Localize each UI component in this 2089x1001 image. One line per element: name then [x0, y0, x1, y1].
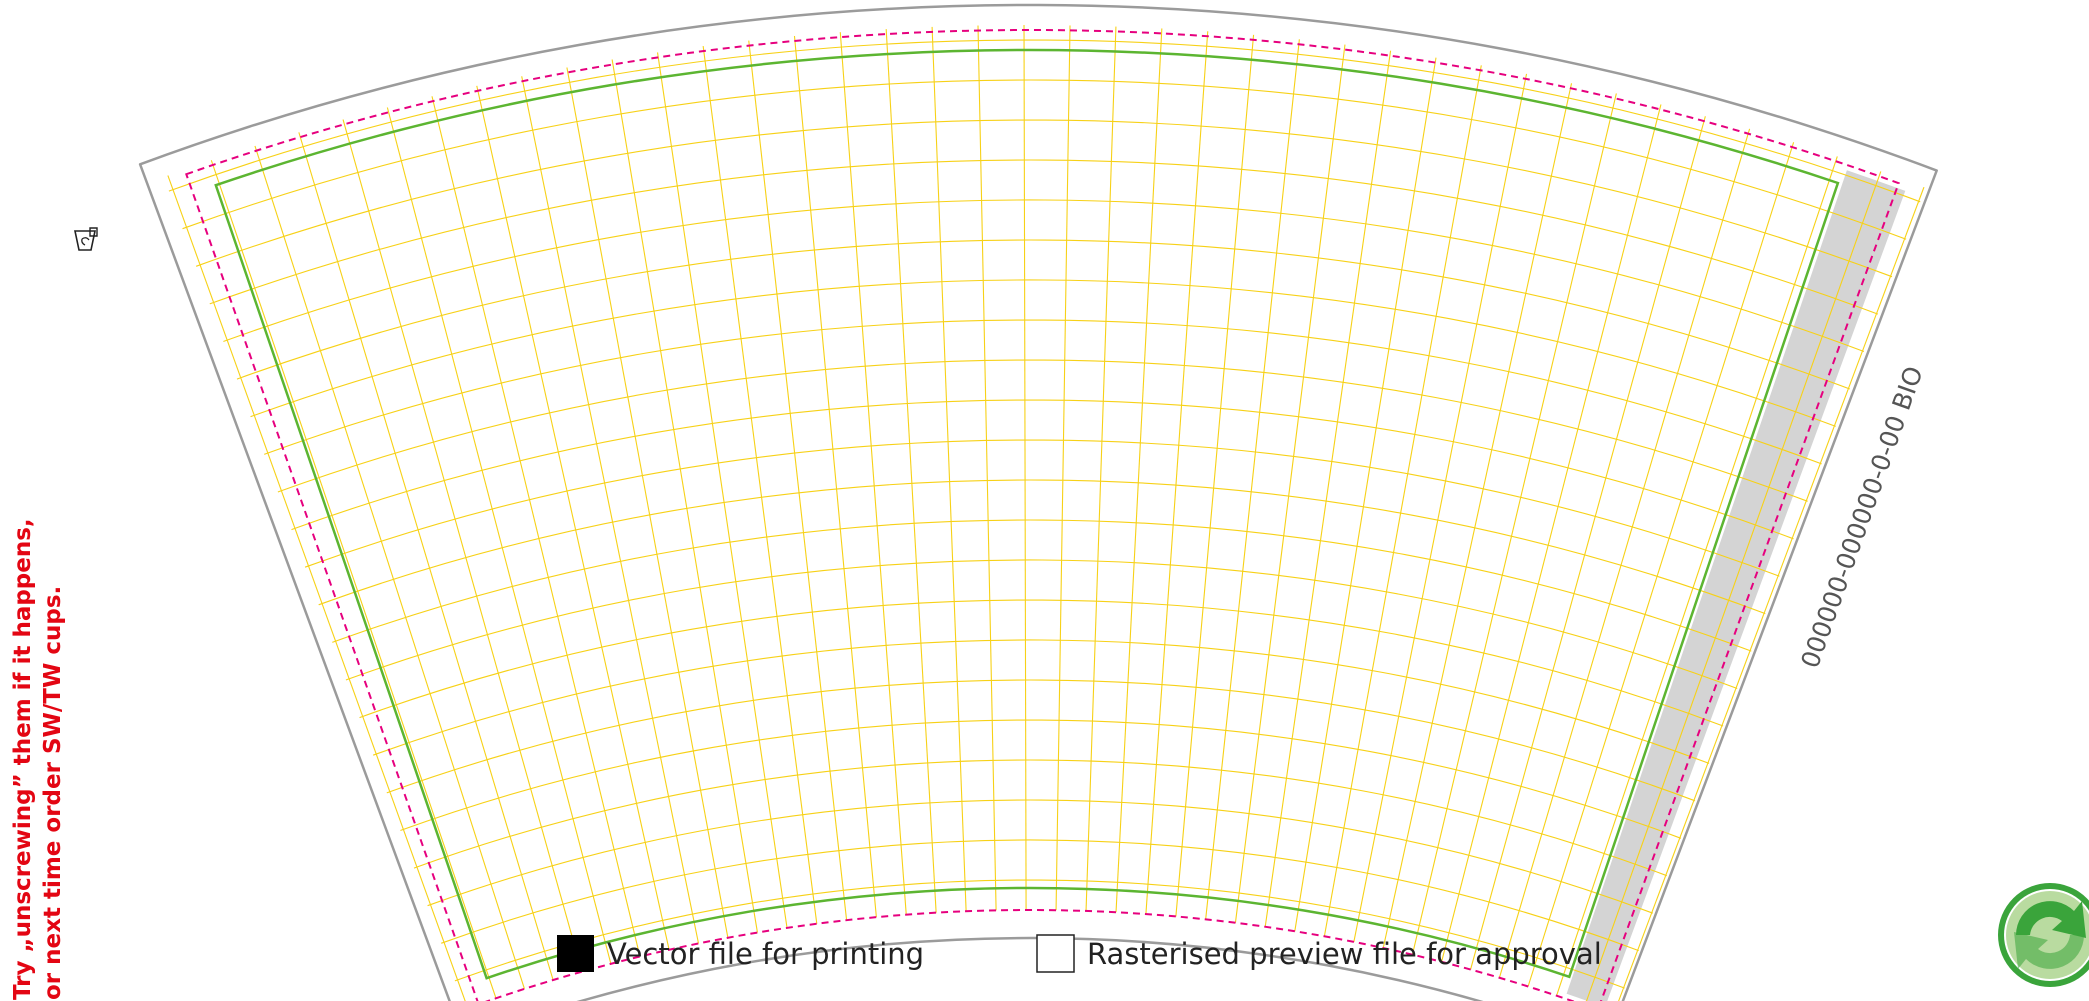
grid-arc-line — [277, 359, 1808, 502]
grid-radial-line — [793, 30, 878, 928]
side-note-line1: Try „unscrewing” them if it happens, — [10, 518, 36, 1000]
legend-raster-label: Rasterised preview file for approval — [1087, 937, 1602, 971]
grid-radial-line — [1496, 123, 1752, 988]
cut-outline — [138, 3, 1938, 1001]
grid-radial-line — [341, 114, 586, 982]
grid-radial-line — [1263, 45, 1392, 937]
grid-radial-line — [475, 80, 672, 960]
grid-arc-line — [427, 799, 1653, 914]
cup-recycling-icon — [74, 227, 98, 251]
grid-arc-line — [413, 759, 1667, 877]
grid-arc-line — [250, 279, 1836, 427]
grid-arc-line — [209, 159, 1879, 315]
grid-arc-line — [182, 79, 1907, 240]
grid-radial-line — [1552, 151, 1840, 1001]
grid-radial-line — [1438, 99, 1663, 972]
grid-radial-line — [1114, 24, 1163, 923]
grid-arc-line — [372, 639, 1710, 764]
grid-radial-line — [1085, 24, 1117, 921]
grid-arc-line — [400, 719, 1682, 839]
raster-swatch-icon — [1036, 934, 1075, 973]
grid-arc-line — [359, 599, 1724, 727]
print-grid — [165, 24, 1927, 1001]
legend-vector-label: Vector file for printing — [607, 937, 924, 971]
glue-seam-strip — [1566, 170, 1906, 1001]
grid-radial-line — [1609, 182, 1927, 1001]
vector-swatch-icon — [557, 935, 594, 972]
grid-radial-line — [1467, 111, 1708, 980]
grid-radial-line — [1233, 39, 1347, 933]
grid-arc-line — [345, 559, 1738, 690]
side-note-line2: or next time order SW/TW cups. — [40, 586, 66, 1000]
grid-radial-line — [520, 71, 702, 954]
grid-radial-line — [1322, 60, 1483, 947]
grid-arc-line — [236, 239, 1850, 390]
grid-arc-line — [195, 119, 1893, 278]
grid-arc-line — [304, 439, 1780, 577]
grid-radial-line — [839, 27, 908, 925]
grid-radial-line — [1174, 29, 1255, 927]
grid-radial-line — [931, 24, 968, 922]
safe-area-line — [214, 48, 1840, 980]
grid-radial-line — [252, 140, 529, 999]
grid-radial-line — [296, 127, 557, 990]
grid-radial-line — [209, 155, 500, 1001]
grid-arc-line — [223, 199, 1865, 353]
grid-arc-line — [440, 839, 1639, 952]
grid-arc-line — [263, 319, 1822, 465]
grid-radial-line — [977, 24, 997, 921]
grid-arc-line — [291, 399, 1794, 540]
grid-arc-line — [454, 879, 1625, 989]
grid-radial-line — [885, 24, 938, 923]
grid-radial-line — [1292, 52, 1438, 942]
grid-radial-line — [1144, 26, 1209, 925]
grid-arc-line — [332, 519, 1752, 652]
grid-arc-line — [386, 679, 1696, 802]
grid-arc-line — [318, 479, 1766, 615]
grid-radial-line — [385, 102, 614, 974]
grid-radial-line — [1055, 24, 1071, 921]
grid-radial-line — [1204, 34, 1301, 930]
bleed-line — [185, 29, 1900, 1001]
grid-radial-line — [1524, 137, 1796, 997]
grid-radial-line — [1409, 88, 1619, 965]
grid-radial-line — [1581, 166, 1884, 1001]
grid-radial-line — [747, 35, 849, 931]
grid-radial-line — [1380, 78, 1574, 958]
grid-radial-line — [656, 47, 790, 938]
grid-radial-line — [165, 170, 472, 1001]
green-dot-recycling-icon — [1998, 883, 2089, 987]
grid-radial-line — [1351, 68, 1529, 952]
grid-radial-line — [565, 62, 731, 948]
grid-radial-line — [430, 91, 643, 967]
grid-radial-line — [701, 41, 819, 934]
grid-arc-line — [168, 39, 1921, 203]
side-note: Try „unscrewing” them if it happens, or … — [10, 518, 66, 1000]
grid-radial-line — [1023, 24, 1027, 921]
grid-radial-line — [610, 54, 760, 943]
